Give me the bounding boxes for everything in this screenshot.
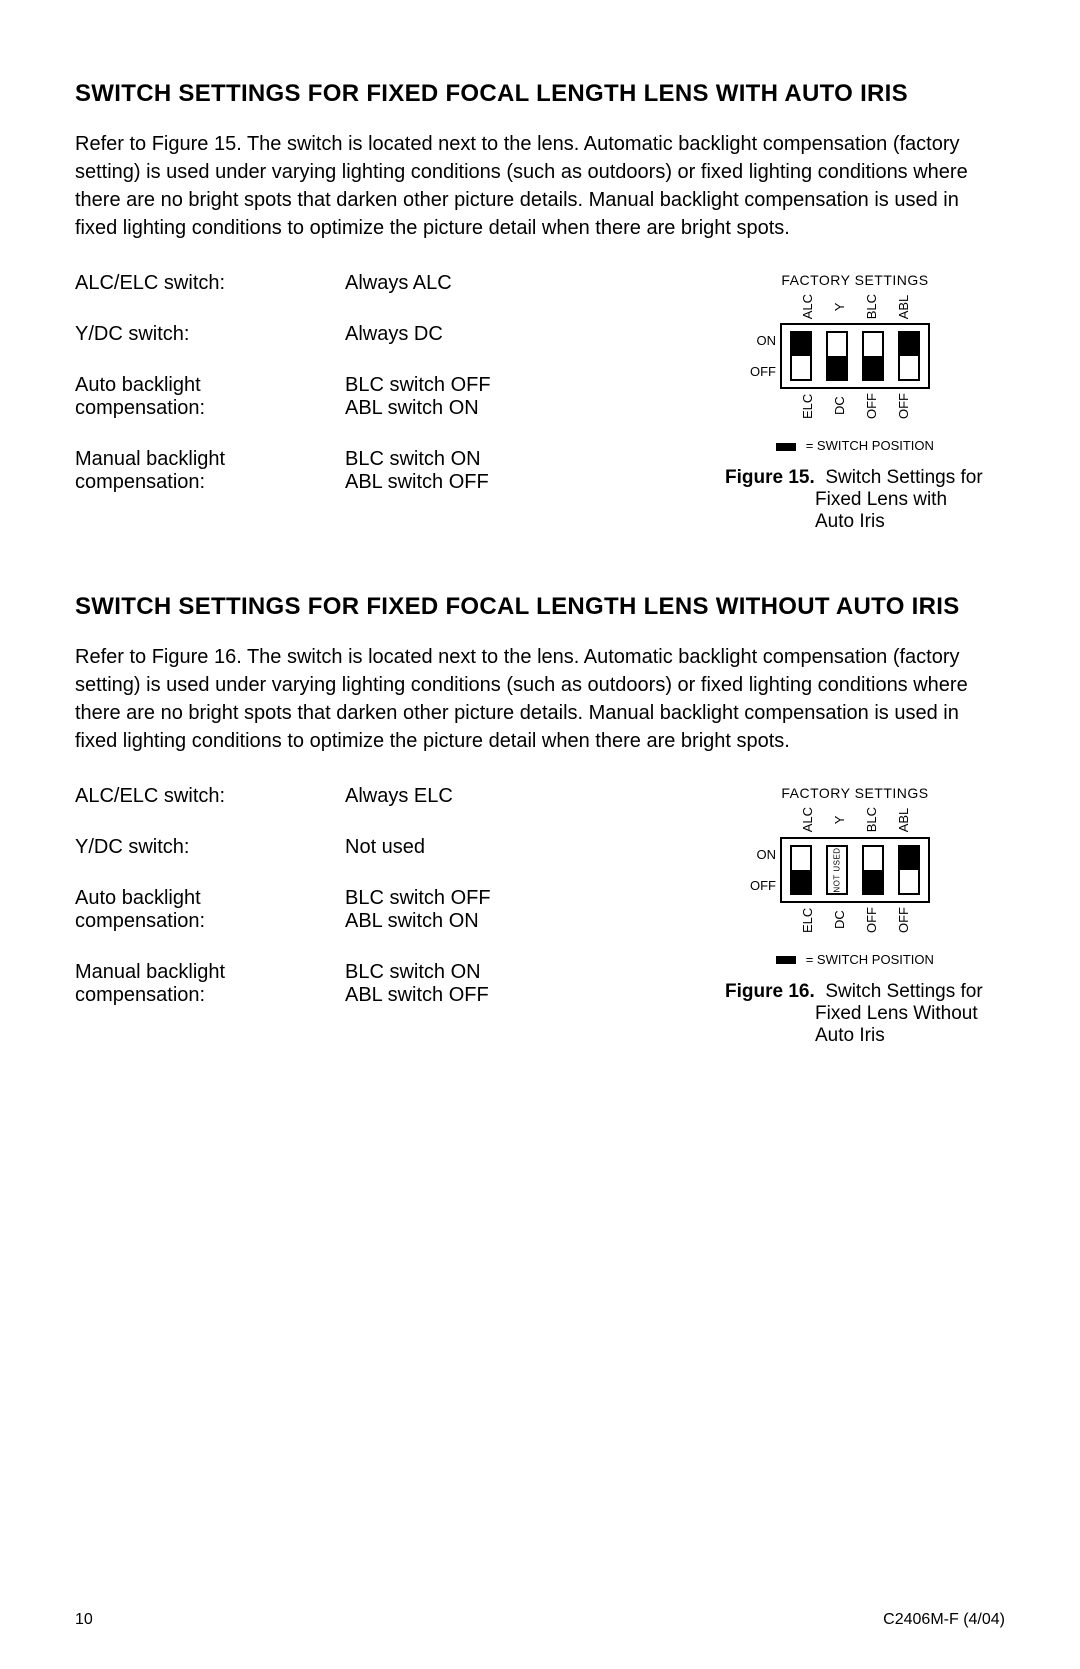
caption-text: Switch Settings for [825,467,982,488]
setting-value: BLC switch OFFABL switch ON [345,374,501,448]
setting-row: Auto backlight compensation: BLC switch … [75,374,501,448]
setting-row: Y/DC switch: Always DC [75,323,501,374]
setting-label: Y/DC switch: [75,836,345,887]
setting-value: Always ALC [345,272,501,323]
legend: = SWITCH POSITION [705,438,1005,453]
switch-box: ON OFF [780,323,930,389]
switch-box: ON OFF NOT USED [780,837,930,903]
settings-table: ALC/ELC switch: Always ELC Y/DC switch: … [75,785,501,1035]
setting-row: Y/DC switch: Not used [75,836,501,887]
diagram-title: FACTORY SETTINGS [705,785,1005,801]
switch-slot [790,331,812,381]
setting-value-line: BLC switch ON [345,961,491,984]
setting-row: Manual backlight compensation: BLC switc… [75,448,501,522]
not-used-label: NOT USED [833,847,842,892]
switch-slot [898,331,920,381]
setting-value-line: Always DC [345,323,491,346]
setting-value: Always ELC [345,785,501,836]
switch-bottom-label: ELC [800,907,814,933]
setting-value-line: BLC switch OFF [345,887,491,910]
section-2: SWITCH SETTINGS FOR FIXED FOCAL LENGTH L… [75,593,1005,1046]
off-label: OFF [748,878,776,893]
legend: = SWITCH POSITION [705,952,1005,967]
switch-slot [862,331,884,381]
page-footer: 10 C2406M-F (4/04) [75,1611,1005,1629]
diagram-title: FACTORY SETTINGS [705,272,1005,288]
switch-slot [898,845,920,895]
switch-top-label: ABL [896,807,910,832]
setting-value-line: Always ALC [345,272,491,295]
switch-top-label: BLC [864,807,878,832]
switch-diagram: ALC Y BLC ABL ON OFF NOT USED ELC DC OFF OFF [780,807,930,932]
switch-bottom-label: OFF [864,393,878,419]
switch-top-label: Y [832,807,846,832]
setting-value-line: BLC switch ON [345,448,491,471]
setting-value: BLC switch OFFABL switch ON [345,887,501,961]
switch-slot [790,845,812,895]
setting-value-line: ABL switch ON [345,910,491,933]
setting-row: Manual backlight compensation: BLC switc… [75,961,501,1035]
legend-swatch [776,443,796,451]
figure-caption: Figure 16. Switch Settings for Fixed Len… [705,981,1005,1047]
setting-label: Manual backlight compensation: [75,961,345,1035]
switch-slot [826,331,848,381]
switch-slot [862,845,884,895]
section-body: Refer to Figure 16. The switch is locate… [75,643,1005,755]
caption-line2: Fixed Lens Without [725,1003,1005,1025]
doc-id: C2406M-F (4/04) [883,1611,1005,1629]
caption-line3: Auto Iris [725,511,1005,533]
settings-table: ALC/ELC switch: Always ALC Y/DC switch: … [75,272,501,522]
setting-value: BLC switch ONABL switch OFF [345,961,501,1035]
setting-value-line: ABL switch OFF [345,471,491,494]
setting-row: ALC/ELC switch: Always ALC [75,272,501,323]
on-label: ON [748,333,776,348]
switch-bottom-label: OFF [896,393,910,419]
caption-text: Switch Settings for [825,981,982,1002]
on-label: ON [748,847,776,862]
legend-text: = SWITCH POSITION [806,952,934,967]
setting-value: Always DC [345,323,501,374]
setting-row: ALC/ELC switch: Always ELC [75,785,501,836]
setting-value-line: ABL switch ON [345,397,491,420]
page-number: 10 [75,1611,93,1629]
section-heading: SWITCH SETTINGS FOR FIXED FOCAL LENGTH L… [75,80,1005,108]
caption-bold: Figure 16. [725,981,815,1002]
switch-diagram: ALC Y BLC ABL ON OFF ELC DC OFF OFF [780,294,930,419]
switch-slot: NOT USED [826,845,848,895]
switch-bottom-label: DC [832,907,846,933]
switch-bottom-label: DC [832,393,846,419]
section-heading: SWITCH SETTINGS FOR FIXED FOCAL LENGTH L… [75,593,1005,621]
section-1: SWITCH SETTINGS FOR FIXED FOCAL LENGTH L… [75,80,1005,533]
off-label: OFF [748,364,776,379]
switch-top-label: ALC [800,807,814,832]
legend-swatch [776,956,796,964]
figure-caption: Figure 15. Switch Settings for Fixed Len… [705,467,1005,533]
legend-text: = SWITCH POSITION [806,438,934,453]
setting-value: Not used [345,836,501,887]
setting-row: Auto backlight compensation: BLC switch … [75,887,501,961]
caption-bold: Figure 15. [725,467,815,488]
setting-label: Manual backlight compensation: [75,448,345,522]
caption-line3: Auto Iris [725,1025,1005,1047]
setting-value-line: ABL switch OFF [345,984,491,1007]
section-body: Refer to Figure 15. The switch is locate… [75,130,1005,242]
setting-value-line: BLC switch OFF [345,374,491,397]
setting-label: ALC/ELC switch: [75,272,345,323]
switch-bottom-label: ELC [800,393,814,419]
switch-top-label: Y [832,294,846,319]
setting-value-line: Not used [345,836,491,859]
setting-value: BLC switch ONABL switch OFF [345,448,501,522]
setting-label: Auto backlight compensation: [75,374,345,448]
setting-label: Auto backlight compensation: [75,887,345,961]
switch-bottom-label: OFF [896,907,910,933]
switch-bottom-label: OFF [864,907,878,933]
setting-label: ALC/ELC switch: [75,785,345,836]
switch-top-label: ABL [896,294,910,319]
caption-line2: Fixed Lens with [725,489,1005,511]
switch-top-label: BLC [864,294,878,319]
setting-value-line: Always ELC [345,785,491,808]
setting-label: Y/DC switch: [75,323,345,374]
switch-top-label: ALC [800,294,814,319]
